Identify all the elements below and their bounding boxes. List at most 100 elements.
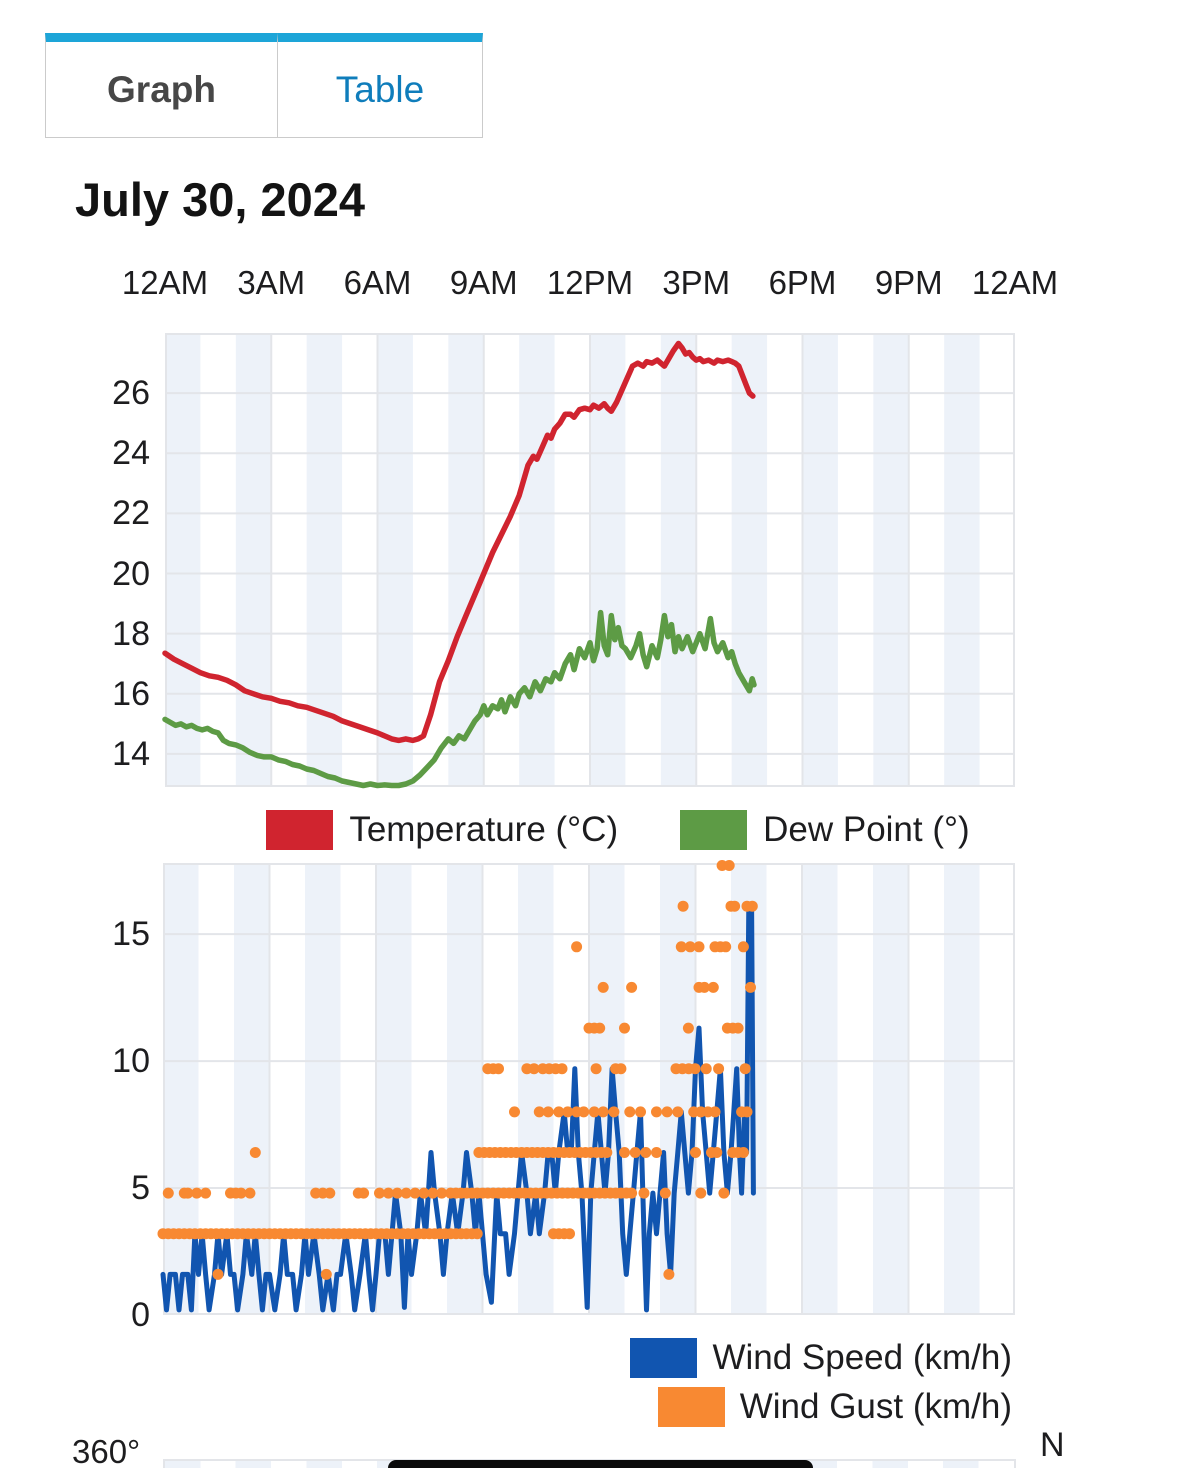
legend-item-dew-point: Dew Point (°) — [680, 810, 970, 850]
gust-dot — [427, 1187, 439, 1199]
tab-bar: Graph Table — [45, 33, 483, 138]
gust-dot — [436, 1187, 448, 1199]
gust-dot — [677, 900, 689, 912]
temperature-legend-label: Temperature (°C) — [349, 810, 619, 849]
tab-graph-label: Graph — [107, 68, 216, 110]
x-tick-label: 6PM — [768, 264, 837, 301]
y-tick-label: 26 — [112, 374, 150, 413]
gust-dot — [739, 1063, 751, 1075]
bottom-overlay — [388, 1460, 813, 1468]
gust-dot — [638, 1187, 650, 1199]
hour-band — [660, 863, 696, 1315]
gust-dot — [509, 1106, 520, 1118]
hour-band — [589, 863, 625, 1315]
temperature-chart-legend: Temperature (°C) Dew Point (°) — [193, 810, 1043, 850]
gust-dot — [553, 1106, 565, 1118]
x-tick-label: 9PM — [874, 264, 943, 301]
gust-dot — [695, 1187, 707, 1199]
gust-dot — [597, 981, 609, 993]
temperature-dewpoint-chart[interactable] — [162, 333, 1015, 789]
plot-border — [163, 863, 1015, 1315]
gust-dot — [212, 1268, 224, 1280]
wind-speed-gust-chart[interactable] — [157, 860, 1015, 1315]
gust-dot — [358, 1187, 370, 1199]
gust-dot — [741, 1106, 753, 1118]
dew-point-legend-label: Dew Point (°) — [763, 810, 970, 849]
series-line — [162, 340, 756, 744]
hour-band — [377, 333, 413, 787]
gust-dot — [571, 941, 583, 953]
gust-dot — [562, 1106, 574, 1118]
gust-dot — [737, 941, 749, 953]
gust-dot — [729, 900, 741, 912]
gust-dot — [578, 1106, 590, 1118]
gust-dot — [713, 1063, 725, 1075]
gust-dot — [235, 1187, 247, 1199]
hour-band — [731, 333, 768, 787]
y-tick-label: 5 — [131, 1169, 150, 1208]
temperature-swatch — [266, 810, 334, 850]
gust-dot — [400, 1187, 412, 1199]
tab-table-label: Table — [335, 68, 425, 110]
hour-band — [944, 333, 980, 787]
y-tick-label: 16 — [112, 674, 150, 713]
gust-dot — [594, 1022, 606, 1034]
gust-dot — [698, 981, 710, 993]
gust-dot — [700, 1063, 712, 1075]
dew-point-swatch — [680, 810, 748, 850]
gust-dot — [624, 1106, 636, 1118]
gust-dot — [745, 981, 756, 993]
y-tick-label: 22 — [112, 494, 150, 533]
hour-band — [518, 863, 554, 1315]
gust-dot — [200, 1187, 212, 1199]
x-tick-label: 3PM — [662, 264, 731, 301]
x-tick-label: 12AM — [971, 264, 1059, 301]
gust-dot — [471, 1228, 483, 1240]
hour-band — [802, 333, 838, 787]
gust-dot — [720, 941, 732, 953]
gust-dot — [718, 1187, 730, 1199]
hour-band — [944, 863, 980, 1315]
gust-dot — [597, 1106, 609, 1118]
tab-graph[interactable]: Graph — [45, 33, 277, 138]
gust-dot — [626, 1187, 638, 1199]
gust-dot — [629, 1147, 641, 1158]
hour-band — [802, 863, 838, 1315]
gust-dot — [659, 1187, 671, 1199]
tab-table[interactable]: Table — [277, 33, 483, 138]
gust-dot — [608, 1106, 620, 1118]
wind-speed-legend-label: Wind Speed (km/h) — [712, 1338, 1012, 1377]
gust-dot — [528, 1063, 540, 1075]
gust-dot — [635, 1106, 646, 1118]
gust-dot — [732, 1022, 744, 1034]
gust-dot — [619, 1147, 630, 1158]
gust-dot — [391, 1187, 403, 1199]
gust-dot — [162, 1187, 174, 1199]
hour-band — [447, 863, 483, 1315]
gust-dot — [746, 900, 758, 912]
gust-dot — [693, 941, 705, 953]
gust-dot — [244, 1187, 256, 1199]
y-tick-label: 0 — [131, 1296, 150, 1334]
gust-dot — [409, 1187, 421, 1199]
hour-band — [873, 333, 909, 787]
hour-band — [590, 333, 626, 787]
gust-dot — [615, 1063, 627, 1075]
wind-direction-y-tick-label: 360° — [72, 1433, 141, 1468]
gust-dot — [590, 1063, 602, 1075]
gust-dot — [619, 1022, 630, 1034]
gust-dot — [640, 1147, 652, 1158]
y-tick-label: 24 — [112, 434, 150, 473]
series-line — [162, 609, 757, 789]
gust-dot — [493, 1063, 504, 1075]
hour-band — [234, 863, 270, 1315]
y-tick-label: 14 — [112, 734, 150, 773]
gust-dot — [601, 1147, 613, 1158]
hour-band — [235, 333, 272, 787]
gust-dot — [707, 981, 719, 993]
y-tick-label: 15 — [112, 915, 150, 954]
gust-dot — [737, 1147, 749, 1158]
x-tick-label: 12AM — [121, 264, 209, 301]
hour-band — [165, 333, 201, 787]
